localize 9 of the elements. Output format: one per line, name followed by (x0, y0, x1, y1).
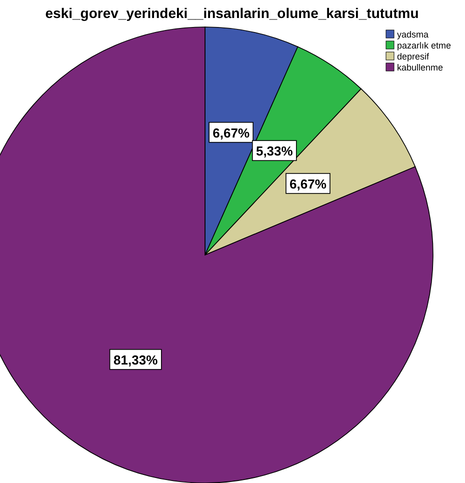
legend-label: kabullenme (397, 62, 444, 72)
legend-label: pazarlık etme (397, 40, 452, 50)
data-label: 6,67% (212, 125, 250, 140)
legend-label: depresif (397, 52, 430, 62)
chart-title: eski_gorev_yerindeki__insanlarin_olume_karsi_tututmu (45, 5, 419, 21)
data-label: 6,67% (290, 176, 327, 192)
data-label: 5,33% (256, 144, 294, 159)
data-label: 81,33% (114, 352, 158, 368)
legend-label: yadsma (397, 30, 429, 40)
